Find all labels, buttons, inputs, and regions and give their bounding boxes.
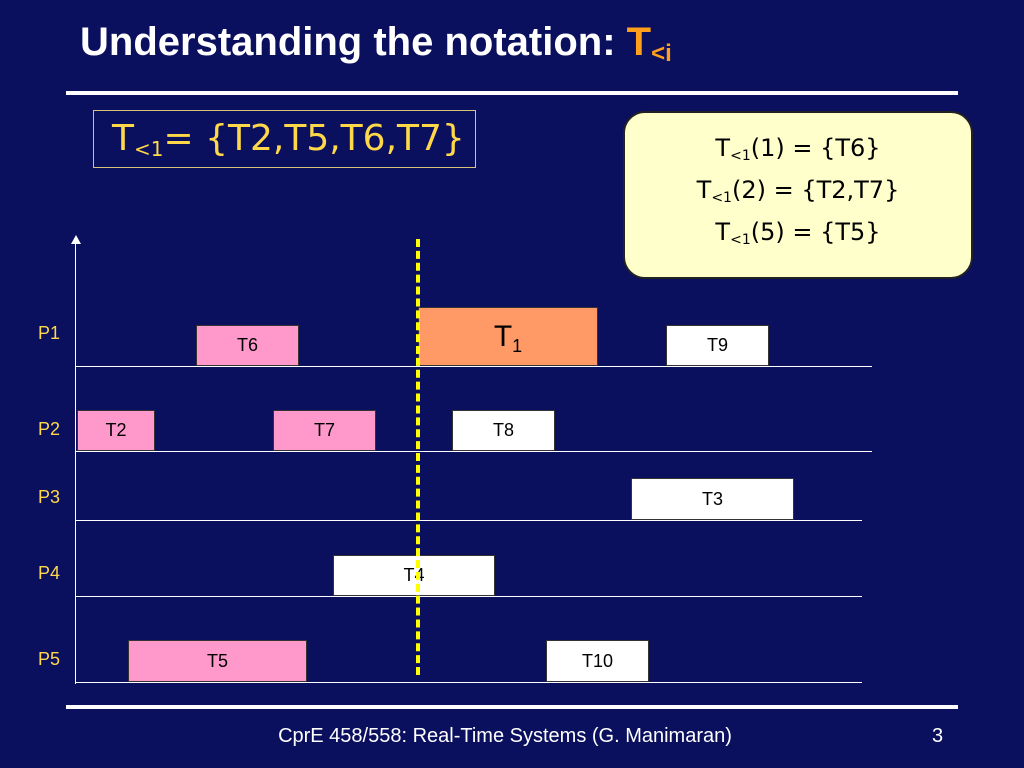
title-accent: T<i [626, 20, 672, 67]
title-accent-sub: <i [651, 40, 672, 67]
p1-baseline [75, 366, 872, 367]
p2-baseline [75, 451, 872, 452]
title-text: Understanding the notation: [80, 20, 627, 64]
processor-label-p3: P3 [38, 487, 61, 507]
time-cut-line [416, 239, 420, 675]
vertical-axis [75, 242, 76, 684]
bottom-divider [66, 705, 958, 709]
task-t9: T9 [666, 325, 769, 366]
task-t6: T6 [196, 325, 299, 366]
axis-arrowhead [71, 235, 81, 244]
page-number: 3 [932, 725, 944, 747]
definition-prefix: T [112, 118, 134, 159]
callout-box: T<1(1) = {T6} T<1(2) = {T2,T7} T<1(5) = … [623, 111, 973, 279]
task-t2: T2 [77, 410, 155, 451]
definition-box: T<1= {T2,T5,T6,T7} [93, 110, 476, 168]
callout-sub: <1 [730, 232, 751, 248]
callout-sub: <1 [711, 190, 732, 206]
callout-rest: (5) = {T5} [750, 218, 881, 246]
processor-label-p2: P2 [38, 419, 61, 439]
callout-line: T<1(2) = {T2,T7} [625, 169, 971, 211]
task-t3: T3 [631, 478, 794, 520]
task-t7: T7 [273, 410, 376, 451]
definition-sub: <1 [134, 137, 164, 161]
callout-rest: (2) = {T2,T7} [731, 176, 900, 204]
task-t10: T10 [546, 640, 649, 682]
processor-label-p1: P1 [38, 323, 61, 343]
footer-text: CprE 458/558: Real-Time Systems (G. Mani… [278, 725, 732, 747]
task-t4: T4 [333, 555, 495, 596]
callout-prefix: T [696, 176, 712, 204]
callout-prefix: T [715, 218, 731, 246]
callout-line: T<1(1) = {T6} [625, 127, 971, 169]
callout-prefix: T [715, 134, 731, 162]
callout-rest: (1) = {T6} [750, 134, 881, 162]
task-t1-main: T [493, 320, 513, 353]
p5-baseline [75, 682, 862, 683]
processor-label-p4: P4 [38, 563, 61, 583]
title-accent-main: T [626, 20, 652, 64]
task-t5: T5 [128, 640, 307, 682]
task-t8: T8 [452, 410, 555, 451]
top-divider [66, 91, 958, 95]
p4-baseline [75, 596, 862, 597]
callout-line: T<1(5) = {T5} [625, 211, 971, 253]
slide-title: Understanding the notation: T<i [80, 20, 672, 68]
p3-baseline [75, 520, 862, 521]
definition-rest: = {T2,T5,T6,T7} [163, 118, 465, 159]
task-t1: T1 [418, 307, 598, 366]
task-t1-sub: 1 [512, 336, 523, 356]
processor-label-p5: P5 [38, 649, 61, 669]
callout-sub: <1 [730, 148, 751, 164]
